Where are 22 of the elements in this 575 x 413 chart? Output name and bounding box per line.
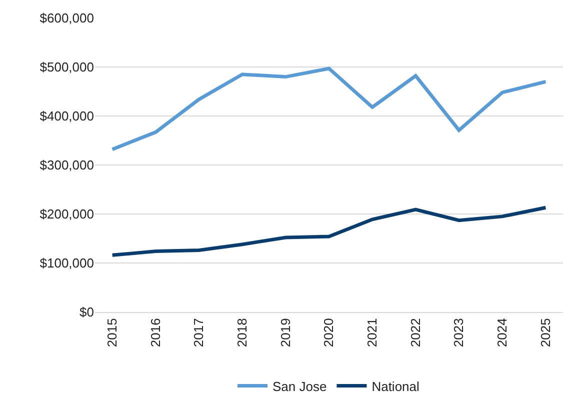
x-tick-label: 2015 — [104, 318, 120, 348]
y-tick-label: $600,000 — [40, 10, 94, 26]
x-tick-label: 2024 — [494, 318, 510, 348]
y-tick-label: $500,000 — [40, 60, 94, 75]
legend-label: National — [372, 378, 420, 394]
line-series — [110, 206, 548, 257]
y-tick-label: $100,000 — [40, 256, 94, 271]
line-series — [110, 66, 548, 152]
x-tick-label: 2023 — [451, 318, 466, 348]
y-tick-label: $300,000 — [40, 158, 94, 173]
x-tick-label: 2016 — [148, 318, 163, 348]
x-tick-label: 2018 — [234, 318, 250, 348]
x-tick-label: 2021 — [364, 318, 380, 348]
y-tick-label: $0 — [80, 304, 94, 320]
legend-label: San Jose — [272, 378, 327, 394]
y-tick-label: $400,000 — [40, 108, 94, 124]
x-tick-label: 2025 — [538, 318, 553, 348]
x-tick-label: 2019 — [278, 318, 293, 348]
x-tick-label: 2022 — [408, 318, 423, 348]
y-tick-label: $200,000 — [40, 206, 94, 222]
x-tick-label: 2020 — [321, 318, 336, 348]
x-tick-label: 2017 — [191, 318, 206, 348]
